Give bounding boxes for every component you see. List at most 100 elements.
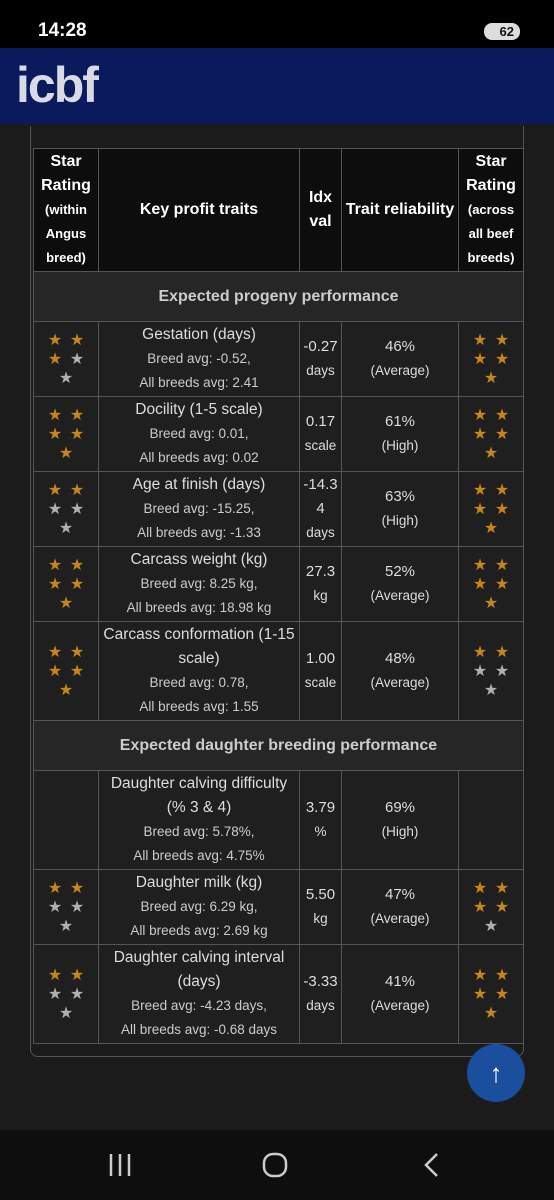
index-cell: 3.79%	[299, 770, 342, 870]
star: ★	[58, 1004, 74, 1022]
star: ★	[58, 681, 74, 699]
recent-apps[interactable]	[108, 1152, 134, 1178]
star: ★	[69, 662, 85, 680]
index-unit: days	[306, 525, 335, 540]
star: ★	[483, 519, 499, 537]
trait-cell: Daughter calving difficulty (% 3 & 4) Bre…	[98, 770, 300, 870]
trait-cell: Age at finish (days) Breed avg: -15.25, Al…	[98, 471, 300, 547]
reliability-cell: 61% (High)	[341, 396, 459, 472]
clock: 14:28	[38, 20, 87, 41]
reliability-cell: 69% (High)	[341, 770, 459, 870]
trait-cell: Docility (1-5 scale) Breed avg: 0.01, All …	[98, 396, 300, 472]
trait-name: Age at finish (days)	[132, 476, 266, 493]
reliability-label: (Average)	[370, 588, 430, 603]
breed-avg: Breed avg: -0.52,	[147, 351, 251, 366]
star: ★	[47, 575, 63, 593]
star: ★	[483, 594, 499, 612]
star: ★	[472, 556, 488, 574]
star: ★	[47, 898, 63, 916]
star: ★	[472, 425, 488, 443]
trait-row: ★ ★ ★ ★ ★ Carcass conformation (1-15 scale) Br…	[33, 621, 524, 721]
star-rating: ★ ★ ★ ★ ★	[469, 331, 513, 388]
column-header: Idx val	[299, 148, 342, 272]
all-breeds-avg: All breeds avg: 1.55	[139, 699, 259, 714]
star: ★	[494, 879, 510, 897]
index-value: -3.33	[303, 973, 338, 990]
breed-avg: Breed avg: -4.23 days,	[131, 998, 267, 1013]
trait-cell: Carcass conformation (1-15 scale) Breed a…	[98, 621, 300, 721]
index-value: -0.27	[303, 338, 338, 355]
stars-across-cell: ★ ★ ★ ★ ★	[458, 546, 524, 622]
index-cell: 27.3 kg	[299, 546, 342, 622]
home[interactable]	[262, 1152, 288, 1178]
all-breeds-avg: All breeds avg: 2.41	[139, 375, 259, 390]
logo[interactable]: icbf	[16, 57, 99, 113]
stars-within-cell: ★ ★ ★ ★ ★	[33, 396, 99, 472]
reliability-label: (Average)	[370, 911, 430, 926]
reliability-cell: 52% (Average)	[341, 546, 459, 622]
star: ★	[472, 985, 488, 1003]
column-header: Trait reliability	[341, 148, 459, 272]
reliability-label: (High)	[381, 824, 419, 839]
all-breeds-avg: All breeds avg: 4.75%	[133, 848, 265, 863]
index-cell: -14.34 days	[299, 471, 342, 547]
star: ★	[483, 369, 499, 387]
header-note: (within Angus breed)	[45, 202, 87, 265]
trait-name: Daughter milk (kg)	[135, 874, 263, 891]
star: ★	[472, 898, 488, 916]
breed-avg: Breed avg: 5.78%,	[143, 824, 255, 839]
nav-bar	[0, 1130, 554, 1200]
header-row: Star Rating (within Angus breed) Key profi…	[33, 148, 524, 272]
star: ★	[483, 681, 499, 699]
star: ★	[472, 662, 488, 680]
breed-avg: Breed avg: 0.78,	[149, 675, 249, 690]
section-title: Expected daughter breeding performance	[33, 720, 524, 771]
star: ★	[58, 917, 74, 935]
index-unit: %	[314, 824, 327, 839]
star-rating: ★ ★ ★ ★ ★	[469, 879, 513, 936]
star: ★	[47, 985, 63, 1003]
reliability: 47%	[384, 886, 416, 903]
all-breeds-avg: All breeds avg: 0.02	[139, 450, 259, 465]
scroll-top-button[interactable]: ↑	[467, 1044, 525, 1102]
column-header: Star Rating (within Angus breed)	[33, 148, 99, 272]
reliability-label: (High)	[381, 438, 419, 453]
star-rating: ★ ★ ★ ★ ★	[44, 879, 88, 936]
star-rating: ★ ★ ★ ★ ★	[469, 966, 513, 1023]
index-value: 3.79	[305, 799, 336, 816]
star: ★	[58, 519, 74, 537]
stars-within-cell: ★ ★ ★ ★ ★	[33, 471, 99, 547]
star: ★	[47, 500, 63, 518]
trait-row: ★ ★ ★ ★ ★ Docility (1-5 scale) Breed avg: 0.01…	[33, 396, 524, 472]
section-row: Expected progeny performance	[33, 271, 524, 322]
breed-avg: Breed avg: 6.29 kg,	[140, 899, 258, 914]
star: ★	[69, 879, 85, 897]
index-cell: -3.33 days	[299, 944, 342, 1044]
star: ★	[472, 406, 488, 424]
index-unit: kg	[313, 911, 328, 926]
trait-name: Carcass conformation (1-15 scale)	[103, 626, 295, 667]
star: ★	[47, 556, 63, 574]
header-title: Star Rating	[466, 153, 516, 194]
star: ★	[494, 481, 510, 499]
star: ★	[47, 406, 63, 424]
reliability-cell: 48% (Average)	[341, 621, 459, 721]
back[interactable]	[420, 1152, 446, 1178]
trait-name: Docility (1-5 scale)	[135, 401, 263, 418]
stars-across-cell: ★ ★ ★ ★ ★	[458, 396, 524, 472]
index-unit: days	[306, 363, 335, 378]
star: ★	[69, 643, 85, 661]
breed-avg: Breed avg: 8.25 kg,	[140, 576, 258, 591]
reliability: 69%	[384, 799, 416, 816]
star-rating: ★ ★ ★ ★ ★	[44, 966, 88, 1023]
breed-avg: Breed avg: -15.25,	[143, 501, 255, 516]
star: ★	[494, 898, 510, 916]
trait-name: Gestation (days)	[142, 326, 256, 343]
app-bar: icbf	[0, 48, 554, 124]
stars-within-cell: ★ ★ ★ ★ ★	[33, 546, 99, 622]
header-title: Trait reliability	[345, 201, 455, 218]
star: ★	[47, 662, 63, 680]
star: ★	[69, 556, 85, 574]
stars-within-cell: ★ ★ ★ ★ ★	[33, 869, 99, 945]
